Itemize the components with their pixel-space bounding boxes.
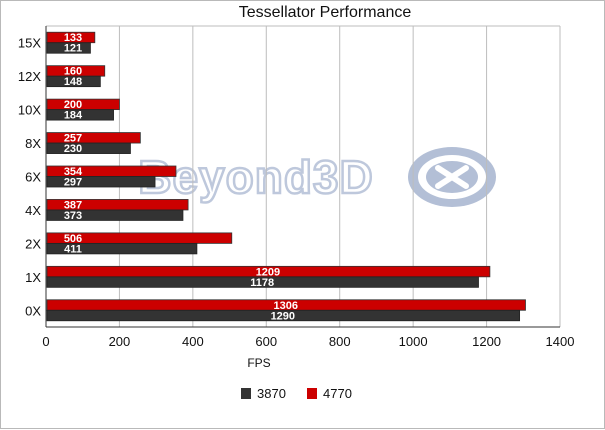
- data-label-3870-8X: 230: [64, 143, 82, 155]
- bar-3870-12X: [46, 75, 101, 88]
- data-label-3870-2X: 411: [64, 243, 82, 255]
- data-label-4770-2X: 506: [64, 233, 82, 245]
- data-label-4770-12X: 160: [64, 66, 82, 78]
- beyond3d-logo-icon: [408, 147, 496, 207]
- data-label-4770-6X: 354: [64, 166, 83, 178]
- category-label-1X: 1X: [25, 270, 41, 285]
- bar-3870-4X: [46, 209, 184, 221]
- bar-3870-6X: [46, 176, 156, 188]
- bar-4770-10X: [46, 98, 120, 111]
- chart-title: Tessellator Performance: [239, 4, 412, 21]
- x-tick-label-1200: 1200: [472, 334, 501, 349]
- category-label-6X: 6X: [25, 170, 41, 185]
- x-tick-label-200: 200: [109, 334, 131, 349]
- bar-3870-15X: [46, 42, 91, 54]
- data-label-3870-1X: 1178: [250, 277, 274, 289]
- bar-3870-10X: [46, 109, 114, 121]
- data-label-4770-4X: 387: [64, 199, 82, 211]
- legend-swatch-3870: [241, 388, 251, 399]
- category-label-0X: 0X: [25, 303, 41, 318]
- x-tick-label-400: 400: [182, 334, 204, 349]
- x-tick-label-600: 600: [255, 334, 277, 349]
- x-tick-label-0: 0: [42, 334, 49, 349]
- bar-3870-8X: [46, 142, 131, 154]
- data-label-3870-15X: 121: [64, 43, 82, 55]
- category-label-8X: 8X: [25, 136, 41, 151]
- data-label-3870-4X: 373: [64, 210, 82, 222]
- category-label-4X: 4X: [25, 203, 41, 218]
- bar-3870-2X: [46, 242, 198, 255]
- x-tick-label-800: 800: [329, 334, 351, 349]
- x-tick-label-1000: 1000: [399, 334, 428, 349]
- data-label-3870-10X: 184: [64, 110, 83, 122]
- data-label-4770-0X: 1306: [274, 300, 298, 312]
- category-label-12X: 12X: [18, 69, 41, 84]
- category-label-10X: 10X: [18, 103, 41, 118]
- x-axis-label: FPS: [247, 356, 270, 370]
- data-label-4770-15X: 133: [64, 32, 82, 44]
- bar-4770-8X: [46, 132, 141, 144]
- legend-label-4770: 4770: [323, 386, 352, 401]
- category-label-15X: 15X: [18, 36, 41, 51]
- watermark-text: Beyond3D: [138, 151, 373, 203]
- data-label-4770-10X: 200: [64, 99, 82, 111]
- bar-3870-0X: [46, 309, 521, 322]
- legend-swatch-4770: [307, 388, 317, 399]
- data-label-3870-6X: 297: [64, 177, 82, 189]
- data-label-4770-8X: 257: [64, 133, 82, 145]
- bar-3870-1X: [46, 276, 479, 288]
- data-label-3870-0X: 1290: [271, 310, 295, 322]
- category-label-2X: 2X: [25, 236, 41, 251]
- data-label-4770-1X: 1209: [256, 266, 280, 278]
- legend-label-3870: 3870: [257, 386, 286, 401]
- data-label-3870-12X: 148: [64, 76, 82, 88]
- x-tick-label-1400: 1400: [546, 334, 575, 349]
